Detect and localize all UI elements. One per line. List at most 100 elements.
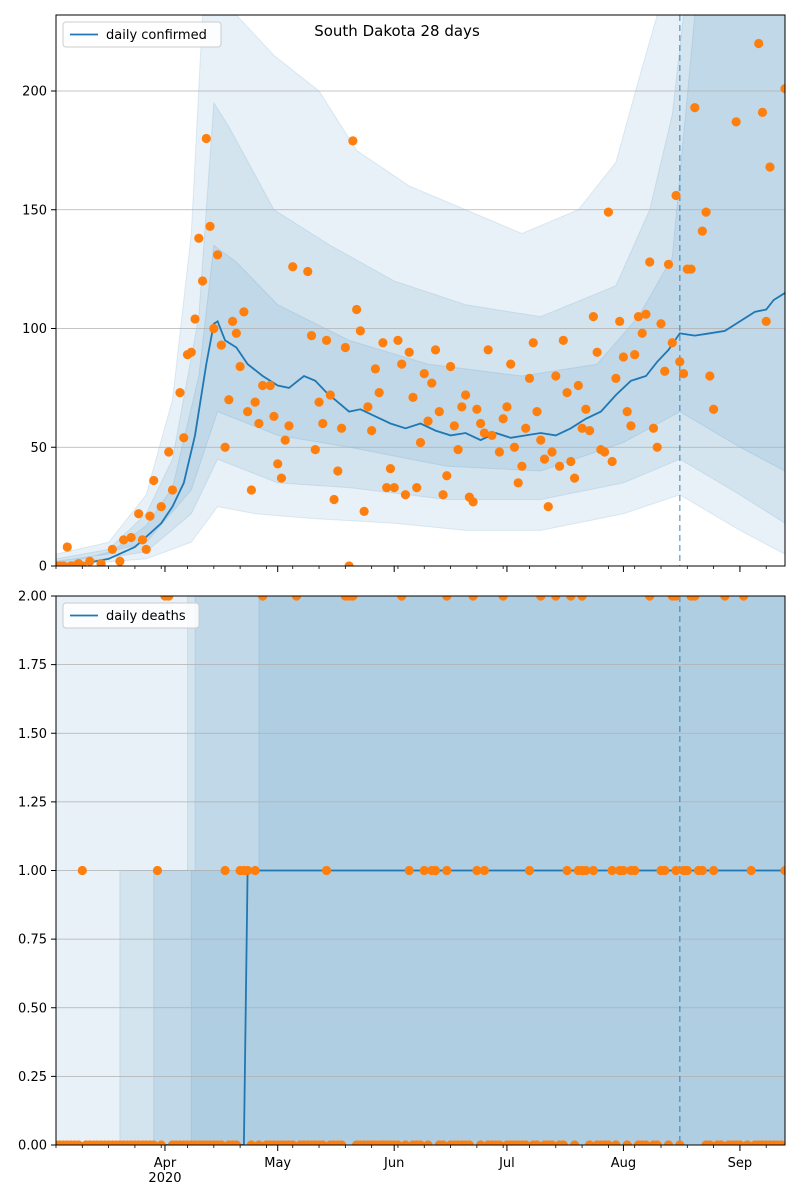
data-point (551, 596, 561, 601)
data-point (119, 535, 129, 545)
data-point (258, 596, 268, 601)
data-point (487, 430, 497, 440)
data-point (498, 596, 508, 601)
data-point (761, 316, 771, 326)
data-point (397, 596, 407, 601)
data-point (521, 1140, 531, 1145)
data-point (374, 388, 384, 398)
data-point (607, 865, 617, 876)
data-point (216, 1140, 226, 1145)
x-tick-label: Jun (383, 1156, 404, 1171)
data-point (62, 542, 72, 552)
data-point (107, 544, 117, 554)
data-point (321, 335, 332, 345)
data-point (442, 865, 452, 876)
data-point (393, 335, 403, 345)
data-point (254, 418, 264, 429)
data-point (329, 494, 339, 505)
data-point (671, 865, 681, 876)
data-point (254, 1140, 264, 1145)
data-point (419, 369, 429, 379)
data-point (318, 418, 328, 429)
y-tick-label: 0.50 (18, 1001, 47, 1016)
data-point (404, 865, 414, 876)
data-point (430, 865, 441, 876)
data-point (205, 221, 215, 231)
series-line (56, 869, 785, 1145)
data-point (126, 532, 136, 543)
data-point (671, 596, 681, 601)
data-point (201, 133, 211, 144)
data-point (581, 404, 591, 414)
y-tick-label: 2.00 (18, 590, 47, 605)
data-point (754, 38, 764, 49)
y-tick-label: 0.25 (18, 1070, 47, 1085)
data-point (400, 1140, 411, 1145)
data-point (306, 331, 317, 341)
data-point (164, 447, 174, 457)
data-point (660, 865, 670, 876)
data-point (70, 561, 80, 566)
legend-box (62, 602, 200, 629)
data-point (618, 352, 629, 362)
data-point (494, 1140, 505, 1145)
data-point (524, 865, 535, 876)
data-point (641, 309, 651, 319)
legend: daily confirmed (62, 21, 222, 48)
data-point (618, 865, 629, 876)
data-point (216, 340, 226, 350)
data-point (622, 1140, 632, 1145)
data-point (464, 1140, 474, 1145)
x-tick-label: Apr (154, 1156, 177, 1171)
data-point (291, 596, 302, 601)
x-tick-label: May (264, 1156, 291, 1171)
data-point (690, 103, 700, 113)
data-point (258, 380, 268, 391)
data-point (220, 442, 230, 452)
data-point (318, 1140, 328, 1145)
data-point (149, 1140, 159, 1145)
data-point (671, 190, 681, 201)
band-outer (56, 15, 785, 566)
data-point (637, 328, 647, 338)
data-point (588, 312, 598, 322)
data-point (419, 865, 429, 876)
data-point (569, 1140, 580, 1145)
data-point (423, 1140, 433, 1145)
y-tick-label: 1.25 (18, 795, 47, 810)
data-point (536, 435, 546, 445)
data-point (288, 1140, 298, 1145)
data-point (468, 596, 478, 601)
data-point (705, 371, 715, 381)
data-point (321, 865, 332, 876)
data-point (547, 447, 557, 457)
data-point (310, 445, 320, 455)
data-point (502, 402, 512, 412)
data-point (581, 865, 591, 876)
y-tick-label: 0.00 (18, 1139, 47, 1154)
data-point (209, 323, 219, 334)
data-point (630, 350, 640, 360)
deaths-chart: 0.00 0.25 0.50 0.75 1.00 1.25 1.50 1.75 2.00 Apr2… (18, 590, 786, 1186)
data-point (288, 262, 298, 272)
data-point (603, 207, 613, 217)
legend-label: daily deaths (106, 609, 186, 624)
data-point (438, 1140, 448, 1145)
data-point (239, 307, 249, 317)
data-point (243, 407, 253, 417)
data-point (246, 1140, 257, 1145)
data-point (228, 316, 238, 326)
data-point (697, 865, 707, 876)
data-point (149, 475, 159, 486)
data-point (697, 226, 707, 236)
data-point (231, 328, 241, 338)
data-point (479, 865, 489, 876)
data-point (212, 250, 223, 260)
data-point (536, 596, 546, 601)
data-point (509, 442, 520, 452)
data-point (746, 865, 756, 876)
x-tick-label: Aug (611, 1156, 636, 1171)
data-point (648, 423, 659, 433)
data-point (134, 509, 144, 519)
